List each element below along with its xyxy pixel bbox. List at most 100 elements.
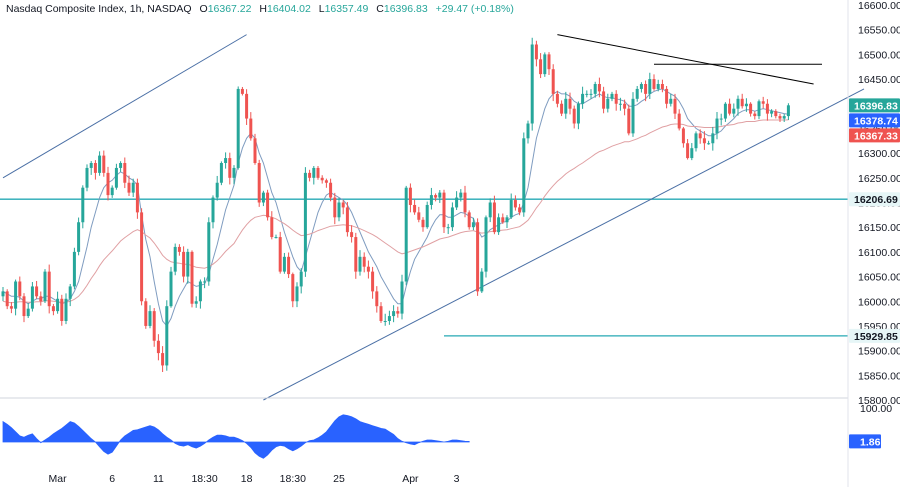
candle-down [774,111,778,117]
candle-up [484,217,488,272]
candle-down [324,180,328,183]
candle-up [585,93,589,95]
candle-down [291,274,295,302]
legend-h-label: H [259,3,267,15]
legend-l-label: L [319,3,325,15]
legend-header: Nasdaq Composite Index, 1h, NASDAQ O1636… [6,3,514,15]
candle-up [358,256,362,272]
candle-down [35,286,39,297]
candle-up [98,155,102,173]
y-tick-label: 16000.00 [858,296,900,308]
candle-down [417,212,421,220]
last-close-label: 16396.83 [854,100,898,112]
candle-down [135,182,139,213]
candle-down [140,212,144,302]
channel-lower-line [263,88,865,401]
candle-down [677,113,681,129]
candle-down [39,296,43,302]
candle-up [719,118,723,120]
legend-h-value: 16404.02 [267,3,311,15]
candle-up [400,281,404,314]
candle-up [581,93,585,104]
ma-slow-label-bg [849,128,900,143]
candle-up [56,298,60,312]
candle-down [320,177,324,181]
candle-up [715,118,719,134]
candle-up [14,281,18,309]
candle-down [749,103,753,114]
candle-up [732,108,736,114]
candle-down [597,84,601,92]
candle-up [606,98,610,109]
candle-down [740,98,744,107]
candle-down [102,155,106,173]
candle-up [89,163,93,168]
candle-up [770,111,774,114]
legend-change: +29.47 (+0.18%) [436,3,514,15]
candle-down [665,88,669,104]
candle-up [232,167,236,178]
candle-up [198,281,202,302]
candle-down [350,232,354,238]
candle-down [333,197,337,218]
candle-up [337,202,341,218]
y-tick-label: 16600.00 [858,0,900,12]
candle-down [644,84,648,94]
triangle-resistance-line [557,34,814,85]
candle-down [602,91,606,109]
last-close-label-bg [849,98,900,113]
candle-down [308,172,312,178]
candle-up [404,187,408,282]
candle-up [438,192,442,198]
candle-up [173,246,177,272]
candle-down [375,291,379,307]
candle-down [287,256,291,275]
y-tick-label: 15900.00 [858,346,900,358]
candle-up [690,148,694,159]
candle-down [778,116,782,119]
candle-down [240,88,244,94]
candle-up [707,143,711,145]
candle-down [60,298,64,321]
candle-up [429,195,433,205]
candle-down [765,103,769,114]
candle-down [572,108,576,124]
candle-down [623,103,627,109]
candle-up [564,98,568,114]
candle-down [379,306,383,321]
candle-down [22,296,26,317]
x-tick-label: 18 [241,473,253,485]
candle-up [1,291,5,297]
ma-fast-label: 16378.74 [854,115,898,127]
candle-down [152,311,156,341]
candle-up [425,204,429,228]
candle-up [131,182,135,193]
candle-up [631,98,635,134]
candle-down [93,163,97,173]
candle-up [215,182,219,198]
candle-down [698,133,702,139]
candle-up [43,271,47,302]
candle-up [224,158,228,163]
candle-down [362,256,366,267]
candle-down [245,93,249,119]
candle-down [761,101,765,104]
candle-down [249,118,253,139]
candle-down [627,108,631,134]
candle-down [127,182,131,193]
ma-fast-line [2,88,789,327]
candle-up [299,271,303,287]
candle-down [177,246,181,252]
candle-down [354,237,358,272]
candle-up [236,88,240,168]
candle-down [156,340,160,354]
candle-up [526,123,530,139]
candle-down [753,113,757,117]
candle-up [30,286,34,309]
candle-up [459,192,463,198]
candle-up [543,54,547,75]
candle-up [77,222,81,252]
candle-up [64,298,68,321]
candle-up [383,321,387,322]
